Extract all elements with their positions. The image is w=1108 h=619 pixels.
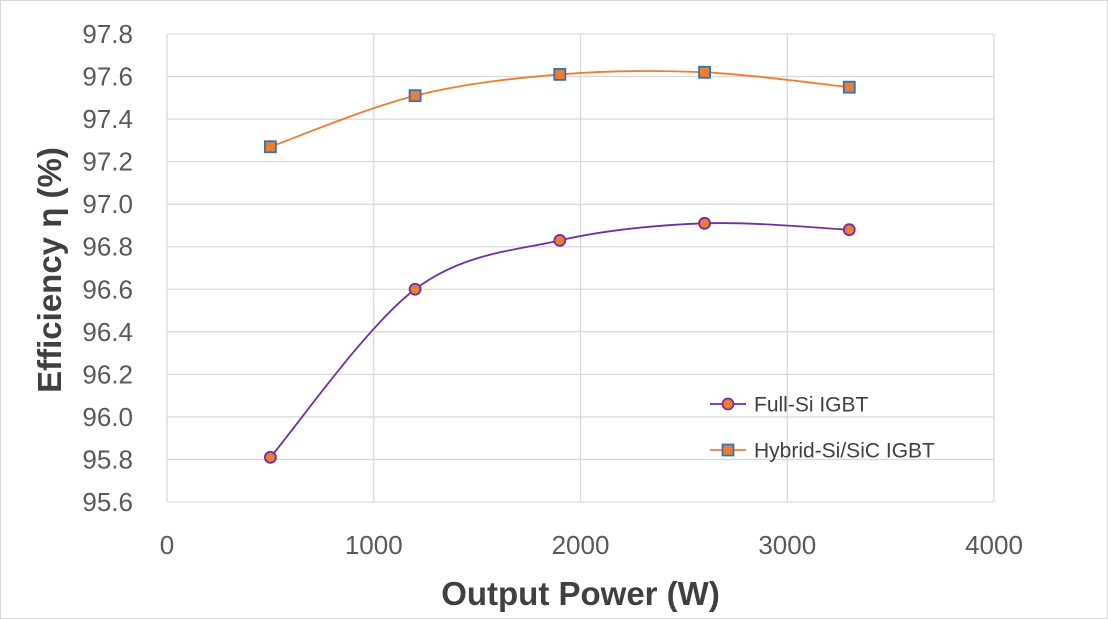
- data-point-1: [553, 233, 567, 247]
- y-tick-label: 97.4: [82, 104, 133, 134]
- y-tick-label: 97.8: [82, 19, 133, 49]
- data-markers: [263, 65, 856, 464]
- data-point-2: [553, 68, 567, 81]
- series-line-1: [269, 222, 850, 458]
- y-axis-title: Efficiency η (%): [31, 147, 68, 393]
- x-tick-label: 4000: [965, 530, 1023, 560]
- x-tick-label: 1000: [345, 530, 403, 560]
- y-tick-label: 96.0: [82, 402, 133, 432]
- x-tick-label: 0: [160, 530, 174, 560]
- legend-marker: [721, 397, 735, 411]
- series-line-2: [270, 70, 850, 148]
- gridlines: [166, 33, 995, 503]
- y-tick-label: 97.0: [82, 189, 133, 219]
- data-point-2: [408, 89, 422, 103]
- y-tick-label: 96.4: [82, 317, 133, 347]
- legend: Full-Si IGBT Hybrid-Si/SiC IGBT: [710, 394, 935, 463]
- data-point-2: [698, 65, 711, 79]
- data-point-2: [263, 140, 277, 154]
- y-tick-label: 97.2: [82, 147, 133, 177]
- y-tick-label: 96.8: [82, 232, 133, 262]
- y-tick-label: 95.8: [82, 444, 133, 474]
- y-tick-label: 96.2: [82, 359, 133, 389]
- tick-labels: 95.6 95.8 96.0 96.2 96.4 96.6 96.8 97.0 97.2 97.4…: [82, 19, 1023, 560]
- y-tick-label: 96.6: [82, 274, 133, 304]
- y-tick-label: 97.6: [82, 62, 133, 92]
- data-point-2: [842, 80, 856, 94]
- legend-label: Hybrid-Si/SiC IGBT: [754, 440, 935, 463]
- y-tick-label: 95.6: [82, 487, 133, 517]
- legend-label: Full-Si IGBT: [754, 394, 869, 417]
- data-point-1: [408, 282, 422, 296]
- data-point-1: [263, 450, 277, 464]
- data-point-1: [698, 216, 711, 230]
- data-point-1: [842, 223, 856, 237]
- x-tick-label: 2000: [552, 530, 610, 560]
- x-axis-title: Output Power (W): [441, 575, 720, 612]
- x-tick-label: 3000: [758, 530, 816, 560]
- legend-marker: [721, 443, 735, 457]
